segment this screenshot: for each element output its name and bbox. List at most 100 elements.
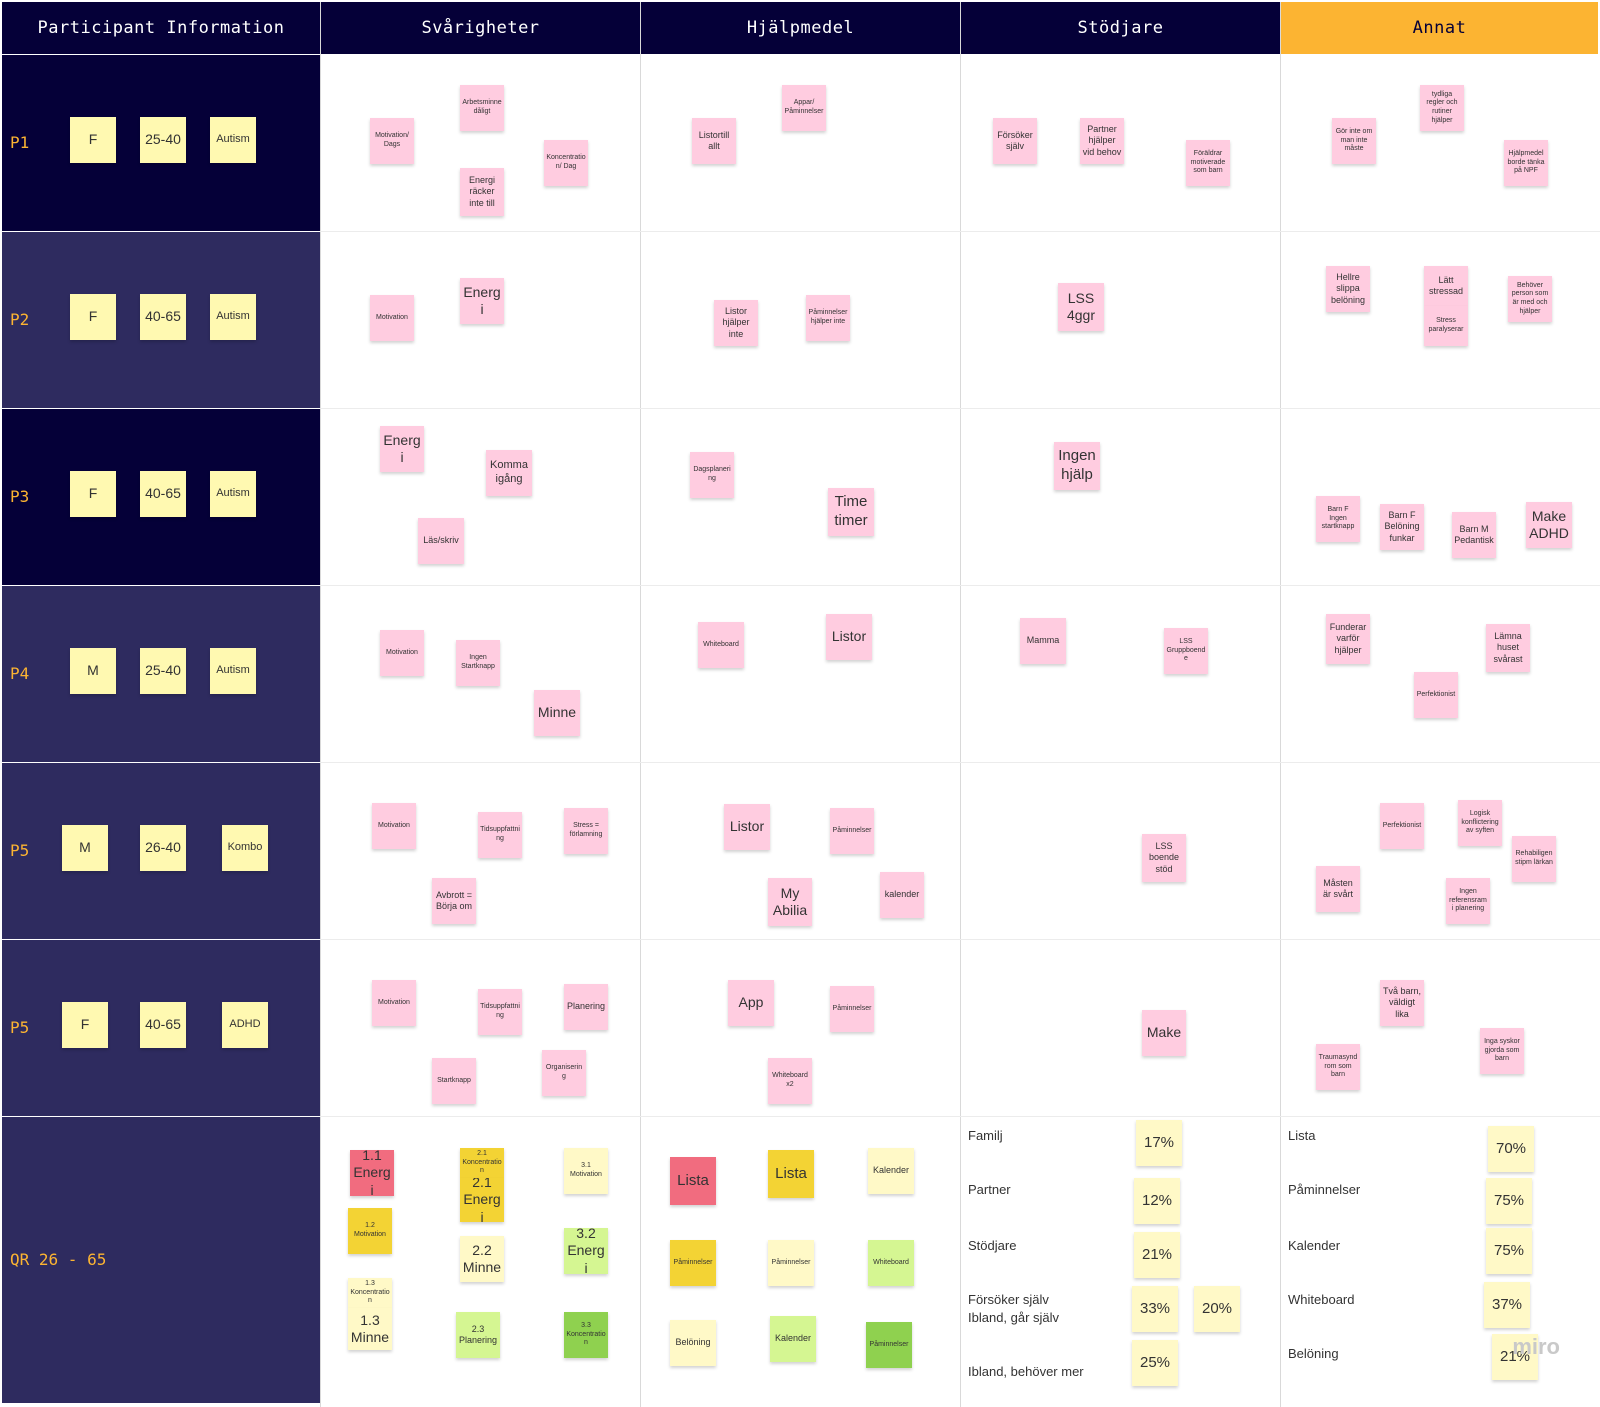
sticky-note[interactable]: Barn F Belöning funkar xyxy=(1380,504,1424,550)
sticky-note[interactable]: Kalender xyxy=(770,1316,816,1362)
stat-percent-note[interactable]: 21% xyxy=(1492,1334,1538,1380)
age-note[interactable]: 25-40 xyxy=(140,117,186,163)
gender-note[interactable]: M xyxy=(70,648,116,694)
sticky-note[interactable]: Logisk konflictering av syften xyxy=(1458,800,1502,846)
diagnosis-note[interactable]: Autism xyxy=(210,294,256,340)
sticky-note[interactable]: Energi räcker inte till xyxy=(460,168,504,216)
sticky-note[interactable]: Föräldrar motiverade som barn xyxy=(1186,140,1230,186)
sticky-note[interactable]: Inga syskor gjorda som barn xyxy=(1480,1028,1524,1074)
sticky-note[interactable]: Hjälpmedel borde tänka på NPF xyxy=(1504,140,1548,186)
stat-percent-note[interactable]: 21% xyxy=(1134,1232,1180,1278)
diagnosis-note[interactable]: Autism xyxy=(210,471,256,517)
sticky-note[interactable]: 2.1 Koncentration xyxy=(460,1148,504,1178)
sticky-note[interactable]: Whiteboard x2 xyxy=(768,1058,812,1104)
age-note[interactable]: 40-65 xyxy=(140,471,186,517)
sticky-note[interactable]: Minne xyxy=(534,690,580,736)
sticky-note[interactable]: Påminnelser xyxy=(830,808,874,854)
sticky-note[interactable]: Mamma xyxy=(1020,618,1066,664)
sticky-note[interactable]: Traumasyndrom som barn xyxy=(1316,1044,1360,1090)
sticky-note[interactable]: 3.2 Energi xyxy=(564,1228,608,1274)
sticky-note[interactable]: Planering xyxy=(564,984,608,1030)
sticky-note[interactable]: Gör inte om man inte måste xyxy=(1332,118,1376,164)
sticky-note[interactable]: Make xyxy=(1142,1010,1186,1056)
stat-percent-note[interactable]: 12% xyxy=(1134,1178,1180,1224)
age-note[interactable]: 25-40 xyxy=(140,648,186,694)
sticky-note[interactable]: tydliga regler och rutiner hjälper xyxy=(1420,85,1464,131)
sticky-note[interactable]: LSS boende stöd xyxy=(1142,834,1186,882)
sticky-note[interactable]: Perfektionist xyxy=(1414,672,1458,718)
sticky-note[interactable]: Listor hjälper inte xyxy=(714,300,758,346)
stat-percent-note[interactable]: 37% xyxy=(1484,1282,1530,1328)
sticky-note[interactable]: Listortill allt xyxy=(692,118,736,164)
stat-percent-note[interactable]: 75% xyxy=(1486,1178,1532,1224)
sticky-note[interactable]: Ingen hjälp xyxy=(1054,442,1100,490)
sticky-note[interactable]: Motivation xyxy=(380,630,424,676)
sticky-note[interactable]: Motivation/ Dags xyxy=(370,118,414,164)
sticky-note[interactable]: 3.1 Motivation xyxy=(564,1148,608,1194)
sticky-note[interactable]: Lätt stressad xyxy=(1424,266,1468,306)
sticky-note[interactable]: Läs/skriv xyxy=(418,518,464,564)
sticky-note[interactable]: Ingen referensram i planering xyxy=(1446,878,1490,924)
gender-note[interactable]: F xyxy=(70,117,116,163)
column-header-stodjare[interactable]: Stödjare xyxy=(961,2,1280,54)
sticky-note[interactable]: Motivation xyxy=(370,295,414,341)
sticky-note[interactable]: Lista xyxy=(768,1150,814,1198)
sticky-note[interactable]: Belöning xyxy=(670,1320,716,1366)
stat-percent-note[interactable]: 75% xyxy=(1486,1228,1532,1274)
sticky-note[interactable]: Komma igång xyxy=(486,450,532,496)
sticky-note[interactable]: Arbetsminne dåligt xyxy=(460,85,504,131)
sticky-note[interactable]: Whiteboard xyxy=(868,1240,914,1286)
sticky-note[interactable]: Startknapp xyxy=(432,1058,476,1104)
sticky-note[interactable]: 1.3 Minne xyxy=(348,1308,392,1350)
sticky-note[interactable]: 3.3 Koncentration xyxy=(564,1312,608,1358)
age-note[interactable]: 40-65 xyxy=(140,1002,186,1048)
sticky-note[interactable]: Motivation xyxy=(372,980,416,1026)
sticky-note[interactable]: Perfektionist xyxy=(1380,803,1424,849)
sticky-note[interactable]: Barn M Pedantisk xyxy=(1452,512,1496,558)
gender-note[interactable]: F xyxy=(70,471,116,517)
column-header-svarigheter[interactable]: Svårigheter xyxy=(321,2,640,54)
sticky-note[interactable]: Påminnelser xyxy=(866,1322,912,1368)
sticky-note[interactable]: 1.3 Koncentration xyxy=(348,1278,392,1308)
sticky-note[interactable]: Påminnelser xyxy=(768,1240,814,1286)
sticky-note[interactable]: Rehabiligenstipm lärkan xyxy=(1512,836,1556,882)
sticky-note[interactable]: Påminnelser xyxy=(670,1240,716,1286)
gender-note[interactable]: F xyxy=(62,1002,108,1048)
gender-note[interactable]: F xyxy=(70,294,116,340)
sticky-note[interactable]: Avbrott = Börja om xyxy=(432,878,476,924)
sticky-note[interactable]: LSS Gruppboende xyxy=(1164,628,1208,674)
column-header-participant[interactable]: Participant Information xyxy=(2,2,320,54)
sticky-note[interactable]: Behöver person som är med och hjälper xyxy=(1508,276,1552,322)
sticky-note[interactable]: Tidsuppfattning xyxy=(478,812,522,858)
sticky-note[interactable]: Make ADHD xyxy=(1526,502,1572,548)
sticky-note[interactable]: Whiteboard xyxy=(698,622,744,668)
sticky-note[interactable]: Dagsplanering xyxy=(690,452,734,498)
age-note[interactable]: 40-65 xyxy=(140,294,186,340)
sticky-note[interactable]: Hellre slippa belöning xyxy=(1326,266,1370,312)
sticky-note[interactable]: Stress = förlamning xyxy=(564,808,608,854)
sticky-note[interactable]: Påminnelser hjälper inte xyxy=(806,295,850,341)
column-header-hjalpmedel[interactable]: Hjälpmedel xyxy=(641,2,960,54)
sticky-note[interactable]: Måsten är svårt xyxy=(1316,866,1360,912)
sticky-note[interactable]: kalender xyxy=(880,872,924,918)
gender-note[interactable]: M xyxy=(62,825,108,871)
sticky-note[interactable]: Koncentration/ Dag xyxy=(544,140,588,186)
sticky-note[interactable]: Listor xyxy=(826,614,872,660)
sticky-note[interactable]: App xyxy=(728,980,774,1026)
sticky-note[interactable]: Appar/ Påminnelser xyxy=(782,85,826,131)
sticky-note[interactable]: Funderar varför hjälper xyxy=(1326,614,1370,664)
sticky-note[interactable]: 1.2 Motivation xyxy=(348,1208,392,1254)
sticky-note[interactable]: Försöker själv xyxy=(993,118,1037,164)
sticky-note[interactable]: Ingen Startknapp xyxy=(456,640,500,686)
sticky-note[interactable]: Lista xyxy=(670,1157,716,1205)
stat-percent-note[interactable]: 33% xyxy=(1132,1286,1178,1332)
sticky-note[interactable]: Lämna huset svårast xyxy=(1486,624,1530,672)
stat-percent-note[interactable]: 25% xyxy=(1132,1340,1178,1386)
sticky-note[interactable]: Listor xyxy=(724,804,770,850)
sticky-note[interactable]: Organisering xyxy=(542,1050,586,1096)
diagnosis-note[interactable]: ADHD xyxy=(222,1002,268,1048)
sticky-note[interactable]: Två barn, väldigt lika xyxy=(1380,980,1424,1026)
sticky-note[interactable]: Energi xyxy=(460,278,504,324)
sticky-note[interactable]: Tidsuppfattning xyxy=(478,989,522,1035)
diagnosis-note[interactable]: Kombo xyxy=(222,825,268,871)
